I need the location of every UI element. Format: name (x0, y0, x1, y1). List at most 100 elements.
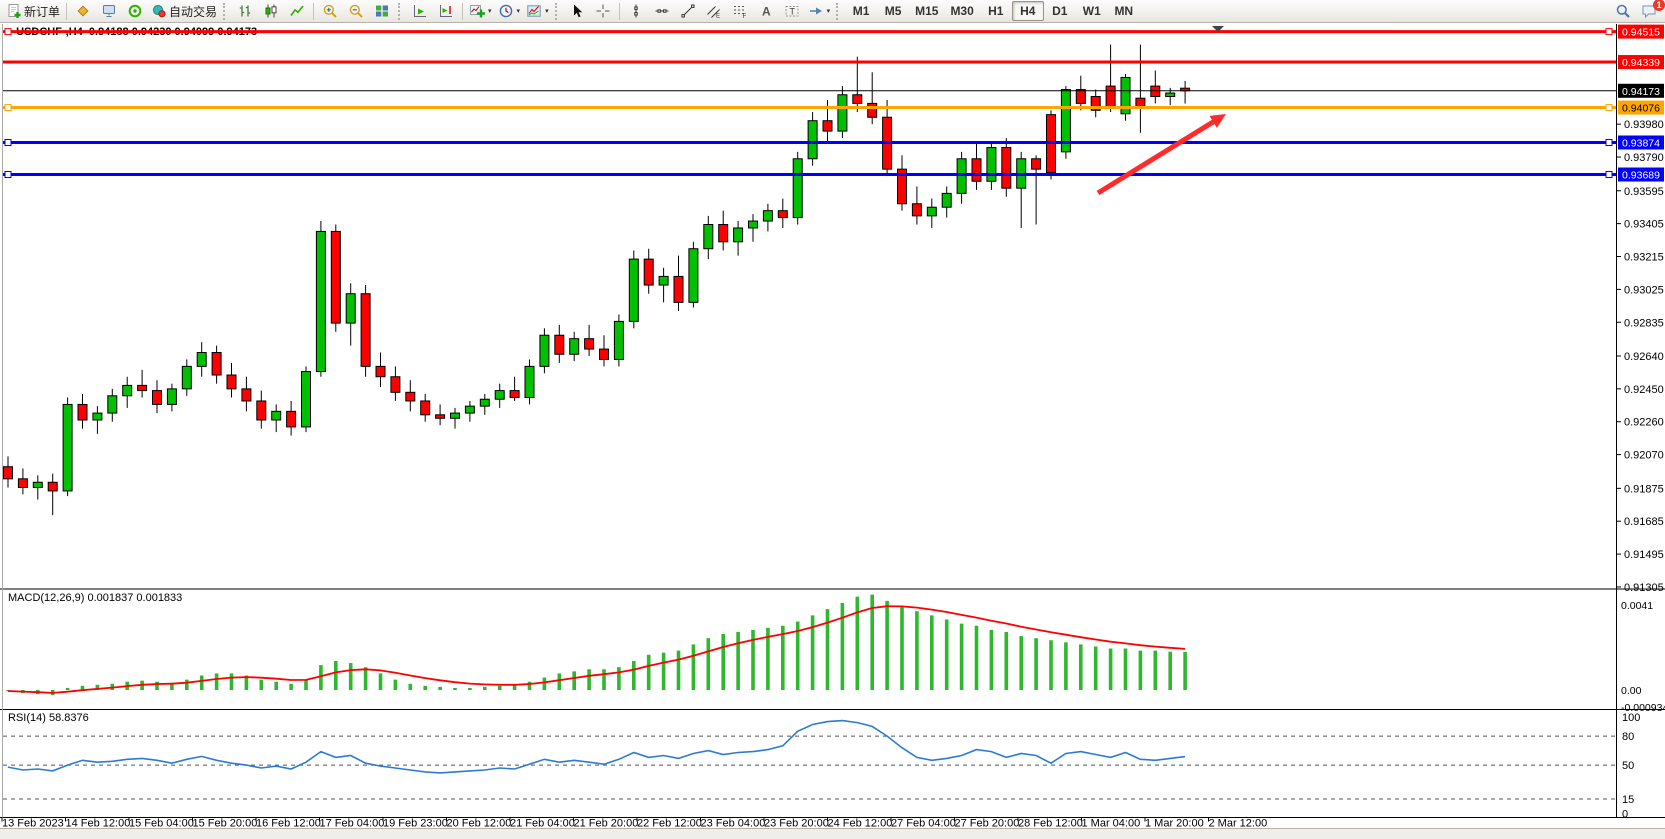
toolbar-drag-handle[interactable] (554, 2, 561, 20)
line-handle[interactable] (4, 104, 12, 112)
tile-windows-button[interactable] (369, 0, 395, 22)
cursor-button[interactable] (564, 0, 590, 22)
bar-chart-button[interactable] (232, 0, 258, 22)
zoom-in-button[interactable] (317, 0, 343, 22)
bull-candle (494, 390, 505, 400)
timeframe-m1-button[interactable]: M1 (845, 1, 877, 21)
bull-candle (703, 224, 714, 250)
bear-candle (673, 275, 684, 303)
text-label-button[interactable]: T (779, 0, 805, 22)
line-handle[interactable] (4, 171, 12, 179)
price-tick-label: 0.92835 (1624, 317, 1664, 329)
macd-bar (930, 615, 934, 690)
macd-histogram (6, 594, 1187, 696)
toolbar-drag-handle[interactable] (398, 2, 404, 20)
bull-candle (32, 481, 43, 488)
line-handle[interactable] (1605, 171, 1613, 179)
trend-arrow-head[interactable] (1209, 114, 1226, 128)
macd-bar (289, 683, 293, 690)
macd-axis-label: -0.000934 (1621, 702, 1665, 714)
chart-shift-button[interactable] (433, 0, 459, 22)
macd-bar (512, 684, 517, 690)
date-label: 23 Feb 20:00 (764, 818, 829, 830)
autotrading-button[interactable]: 自动交易 (148, 0, 220, 22)
vline-icon (628, 3, 644, 19)
bear-candle (77, 403, 88, 421)
line-chart-button[interactable] (284, 0, 310, 22)
bear-candle (1046, 114, 1056, 174)
macd-bar (974, 625, 979, 690)
terminal-button[interactable] (96, 0, 122, 22)
price-badge-label: 0.93689 (1622, 170, 1660, 182)
equidistant-channel-button[interactable]: E (701, 0, 727, 22)
button-label: M30 (950, 4, 974, 18)
text-button[interactable]: A (753, 0, 779, 22)
bull-candle (464, 405, 475, 414)
horizontal-line-button[interactable] (649, 0, 675, 22)
line-handle[interactable] (4, 139, 12, 147)
indicators-button[interactable]: ▾ (466, 0, 495, 22)
toolbar-drag-handle[interactable] (223, 2, 229, 20)
bull-candle (479, 398, 490, 407)
trend-arrow-shaft[interactable] (1096, 117, 1218, 196)
timeframe-m30-button[interactable]: M30 (944, 1, 979, 21)
macd-bar (438, 686, 442, 690)
price-badge (1618, 100, 1664, 115)
crosshair-button[interactable] (590, 0, 616, 22)
bear-candle (360, 293, 371, 367)
fibonacci-button[interactable]: F (727, 0, 753, 22)
chart-shift-marker[interactable] (1212, 26, 1224, 32)
bear-candle (643, 258, 654, 286)
timeframe-w1-button[interactable]: W1 (1076, 1, 1108, 21)
timeframe-h4-button[interactable]: H4 (1011, 1, 1044, 21)
chart-title-ohlc: 0.94188 0.94230 0.94099 0.94173 (88, 26, 258, 38)
zoom-out-button[interactable] (343, 0, 369, 22)
button-label: D1 (1052, 4, 1068, 18)
macd-bar (1004, 631, 1009, 690)
macd-axis-label: 0.00 (1621, 685, 1642, 697)
price-tick-label: 0.91685 (1624, 516, 1664, 528)
auto-scroll-button[interactable] (407, 0, 433, 22)
timeframe-d1-button[interactable]: D1 (1044, 1, 1076, 21)
macd-bar (900, 607, 904, 690)
button-label: MN (1114, 4, 1134, 18)
macd-bar (363, 667, 368, 690)
bear-candle (599, 348, 609, 360)
timeframe-mn-button[interactable]: MN (1108, 1, 1140, 21)
periods-button[interactable]: ▾ (495, 0, 524, 22)
rsi-axis-label: 0 (1622, 809, 1628, 821)
macd-bar (244, 675, 249, 690)
zoom-in-icon (322, 3, 338, 19)
bear-candle (405, 391, 416, 402)
favorites-button[interactable] (70, 0, 96, 22)
bars-icon (237, 3, 253, 19)
search-button[interactable] (1610, 0, 1636, 22)
timeframe-h1-button[interactable]: H1 (980, 1, 1012, 21)
signal-icon (127, 3, 143, 19)
toolbar: 新订单 自动交易 ▾ ▾ ▾ E F A T ▾ M1 M5 M15 M30 H1 H4 D1 W1 MN 1 (0, 0, 1665, 23)
trendline-button[interactable] (675, 0, 701, 22)
chat-button[interactable]: 1 (1636, 0, 1665, 22)
candlestick-chart-button[interactable] (258, 0, 284, 22)
timeframe-m15-button[interactable]: M15 (909, 1, 944, 21)
macd-bar (185, 679, 189, 690)
bull-candle (196, 352, 207, 367)
macd-bar (810, 615, 815, 690)
arrows-button[interactable]: ▾ (805, 0, 834, 22)
new-order-button[interactable]: 新订单 (3, 0, 63, 22)
line-handle[interactable] (1605, 28, 1613, 36)
bull-candle (956, 158, 967, 194)
button-label: M15 (915, 4, 939, 18)
bear-candle (1180, 87, 1191, 92)
templates-button[interactable]: ▾ (523, 0, 552, 22)
line-handle[interactable] (1605, 139, 1613, 147)
date-label: 1 Mar 04:00 (1082, 818, 1141, 830)
symbol-dropdown-icon[interactable]: ▼ (6, 28, 17, 37)
signals-button[interactable] (122, 0, 148, 22)
date-label: 17 Feb 04:00 (320, 818, 385, 830)
timeframe-m5-button[interactable]: M5 (877, 1, 909, 21)
toolbar-drag-handle[interactable] (836, 2, 842, 20)
line-handle[interactable] (1605, 104, 1613, 112)
vertical-line-button[interactable] (623, 0, 649, 22)
